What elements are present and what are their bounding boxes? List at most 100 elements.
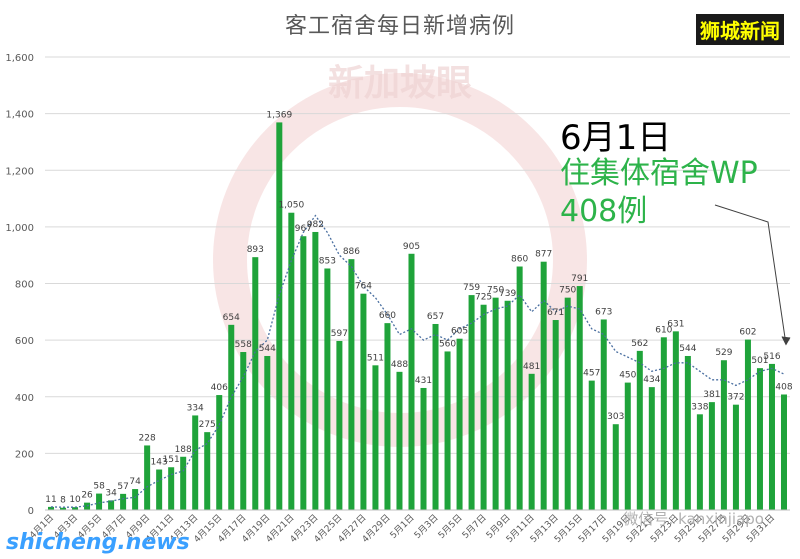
bar xyxy=(228,324,235,510)
data-label: 877 xyxy=(535,250,552,260)
data-label: 34 xyxy=(105,488,117,498)
annotation-line-1: 住集体宿舍WP xyxy=(560,156,758,191)
data-label: 434 xyxy=(643,375,660,385)
y-tick-label: 1,000 xyxy=(5,223,34,234)
data-label: 860 xyxy=(511,255,528,265)
bar xyxy=(348,259,355,510)
data-label: 610 xyxy=(655,325,672,335)
bar xyxy=(744,339,751,510)
bar xyxy=(468,295,475,510)
bar xyxy=(72,507,79,510)
data-label: 488 xyxy=(391,360,408,370)
data-label: 560 xyxy=(439,339,456,349)
data-label: 406 xyxy=(211,383,228,393)
bar xyxy=(108,500,115,510)
bar xyxy=(180,456,187,510)
bar xyxy=(732,404,739,510)
bar xyxy=(540,261,547,510)
data-label: 275 xyxy=(199,420,216,430)
site-logo: shicheng.news xyxy=(6,530,190,555)
data-label: 457 xyxy=(583,369,600,379)
bar xyxy=(252,257,259,510)
bar xyxy=(588,380,595,510)
bar xyxy=(684,355,691,510)
annotation-date: 6月1日 xyxy=(560,118,672,158)
bar xyxy=(420,387,427,510)
bar xyxy=(408,253,415,510)
data-label: 338 xyxy=(691,402,708,412)
bar xyxy=(288,212,295,510)
arrow-head xyxy=(781,336,791,346)
bar xyxy=(672,331,679,510)
bar xyxy=(372,365,379,510)
bar xyxy=(576,286,583,510)
y-tick-label: 800 xyxy=(15,280,34,291)
bar xyxy=(552,320,559,510)
data-label: 511 xyxy=(367,353,384,363)
arrow-line xyxy=(714,204,787,345)
wechat-watermark: 微信号: kanxinjiapo xyxy=(623,510,764,528)
bar xyxy=(192,415,199,510)
bar xyxy=(660,337,667,510)
bar xyxy=(444,351,451,510)
data-label: 303 xyxy=(607,412,624,422)
data-label: 334 xyxy=(187,403,204,413)
bar xyxy=(300,236,307,510)
data-label: 750 xyxy=(487,286,504,296)
bar xyxy=(720,360,727,510)
data-label: 501 xyxy=(751,356,768,366)
y-tick-label: 1,200 xyxy=(5,166,34,177)
x-tick-label: 5月5日 xyxy=(436,512,465,541)
annotation-arrow xyxy=(714,204,791,346)
data-label: 671 xyxy=(547,308,564,318)
bar xyxy=(504,300,511,510)
bar xyxy=(768,363,775,510)
bar xyxy=(216,395,223,510)
data-label: 725 xyxy=(475,293,492,303)
data-label: 673 xyxy=(595,307,612,317)
y-tick-label: 400 xyxy=(15,393,34,404)
bar xyxy=(492,297,499,510)
data-label: 58 xyxy=(93,482,105,492)
bar xyxy=(156,469,163,510)
bar xyxy=(696,414,703,510)
data-label: 905 xyxy=(403,242,420,252)
data-label: 764 xyxy=(355,282,372,292)
data-label: 791 xyxy=(571,274,588,284)
y-tick-label: 200 xyxy=(15,449,34,460)
bar xyxy=(456,338,463,510)
bar xyxy=(396,371,403,510)
x-tick-label: 5月1日 xyxy=(388,512,417,541)
data-label: 853 xyxy=(319,256,336,266)
bar xyxy=(48,506,55,510)
data-label: 657 xyxy=(427,312,444,322)
data-label: 759 xyxy=(463,283,480,293)
x-tick-label: 5月3日 xyxy=(412,512,441,541)
bar xyxy=(240,352,247,510)
bar xyxy=(432,323,439,510)
bar xyxy=(336,340,343,510)
watermark-text: 新加坡眼 xyxy=(328,63,472,104)
data-label: 750 xyxy=(559,286,576,296)
trendline xyxy=(50,214,785,508)
data-label: 631 xyxy=(667,319,684,329)
data-label: 605 xyxy=(451,327,468,337)
data-label: 408 xyxy=(775,382,792,392)
data-label: 529 xyxy=(715,348,732,358)
y-tick-label: 0 xyxy=(28,506,34,517)
data-label: 558 xyxy=(235,340,252,350)
annotation-line-2: 408例 xyxy=(560,194,648,229)
data-label: 151 xyxy=(163,455,180,465)
data-label: 654 xyxy=(223,313,240,323)
data-label: 431 xyxy=(415,376,432,386)
bar xyxy=(624,382,631,510)
data-label: 188 xyxy=(175,445,192,455)
data-label: 74 xyxy=(129,477,141,487)
bar xyxy=(312,231,319,510)
data-label: 516 xyxy=(763,352,780,362)
bar xyxy=(516,266,523,510)
bar xyxy=(324,268,331,510)
data-label: 1,369 xyxy=(266,110,292,120)
data-label: 372 xyxy=(727,393,744,403)
data-label: 739 xyxy=(499,289,516,299)
